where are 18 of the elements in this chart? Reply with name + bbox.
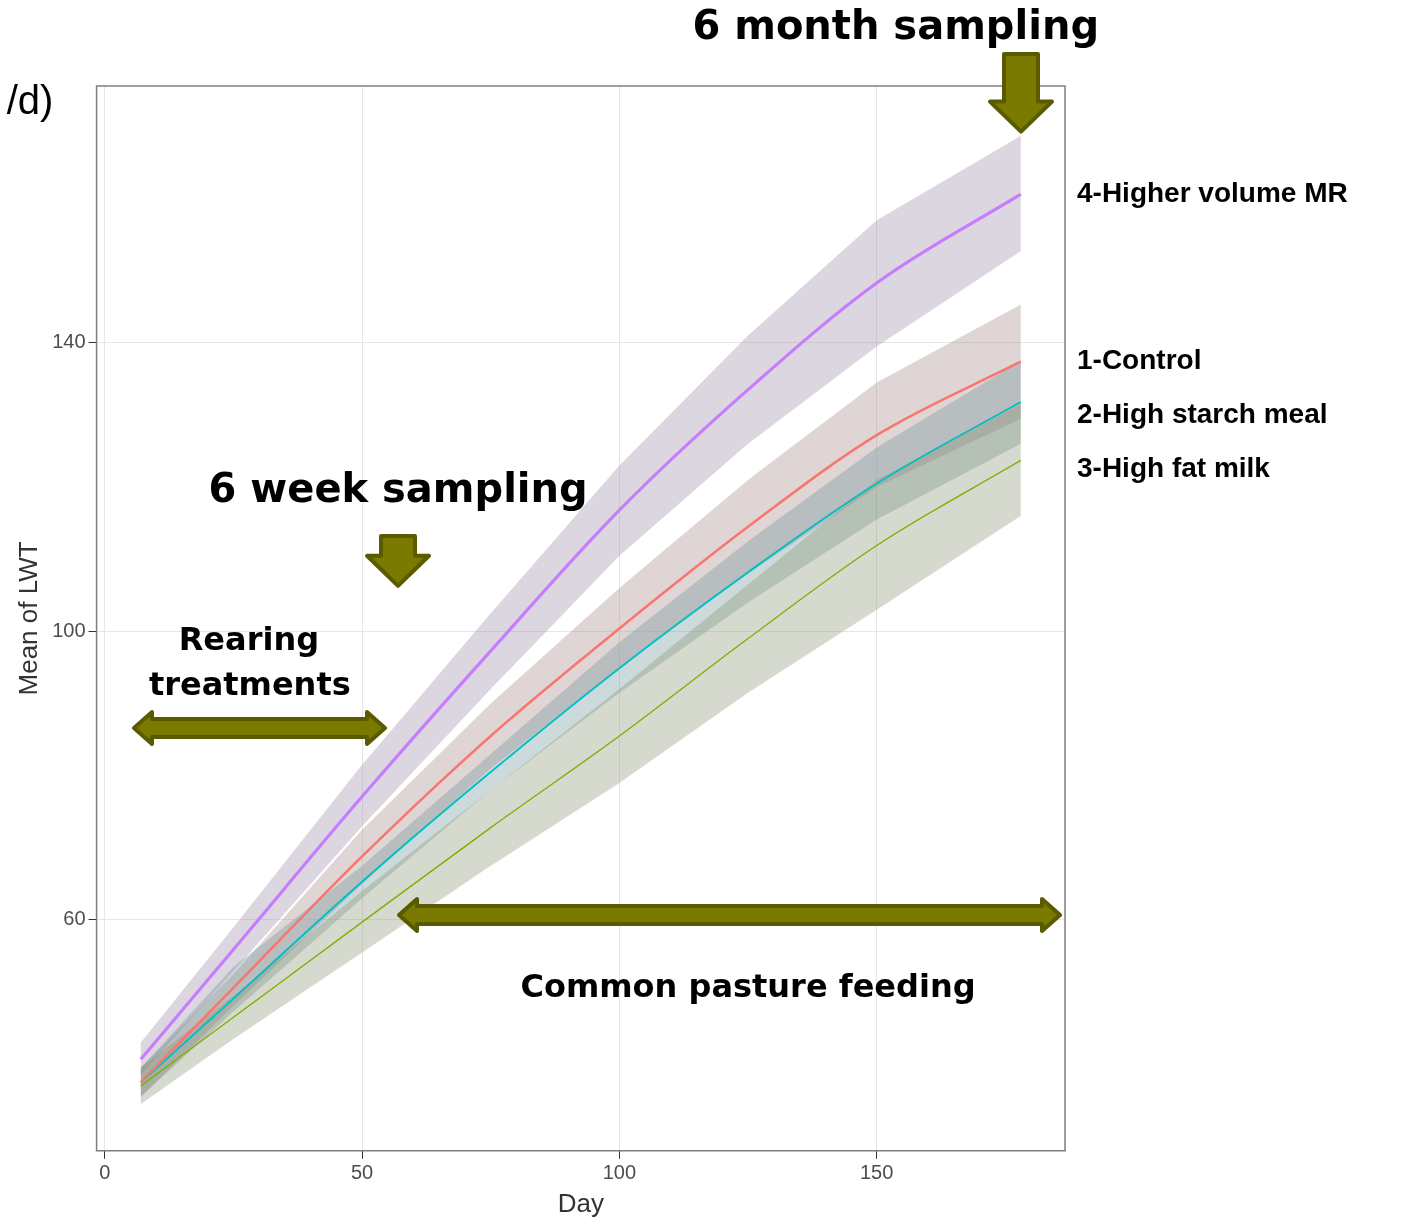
text: 2-High starch meal [1077,398,1328,430]
y-tick-label: 100 [52,618,86,641]
annotation: Common pasture feeding [520,966,976,1005]
text: 1-Control [1077,344,1202,376]
text: /d) [6,78,54,123]
annotation: Rearing treatments [148,618,351,705]
annotation: 6 month sampling [692,2,1100,48]
annotation: 6 week sampling [208,465,588,512]
y-tick-label: 140 [52,330,86,353]
x-tick-label: 100 [602,1161,637,1184]
x-tick-label: 0 [99,1161,111,1184]
x-tick-label: 150 [859,1161,894,1184]
x-tick-label: 50 [350,1161,374,1184]
y-tick-label: 60 [63,907,86,930]
y-axis-title: Mean of LWT [12,541,43,696]
x-axis-title: Day [557,1187,604,1218]
text: 3-High fat milk [1077,452,1271,484]
text: 4-Higher volume MR [1077,176,1348,208]
